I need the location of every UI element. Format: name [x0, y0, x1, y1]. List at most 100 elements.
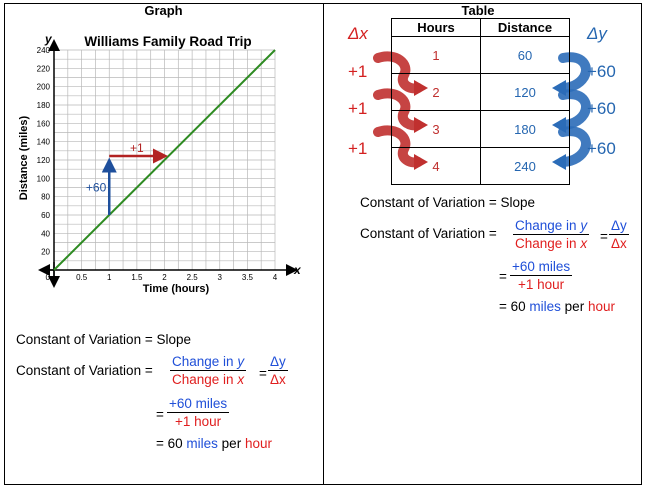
left-change-denominator: Change in x [170, 371, 246, 387]
y-tick-label: 240 [37, 46, 51, 55]
right-change-numerator: Change in y [513, 218, 590, 235]
y-tick-label: 80 [41, 193, 50, 202]
distance-cell: 120 [480, 73, 570, 111]
right-eq-line1: Constant of Variation = Slope [360, 195, 535, 210]
y-tick-label: 20 [41, 248, 50, 257]
y-tick-label: 180 [37, 101, 51, 110]
x-tick-label: 3.5 [242, 273, 254, 282]
y-tick-label: 120 [37, 156, 51, 165]
left-delta-fraction: Δy Δx [268, 354, 288, 387]
right-eq-line2-prefix: Constant of Variation = [360, 226, 497, 241]
right-value-fraction: +60 miles +1 hour [510, 259, 573, 292]
graph-header: Graph [144, 3, 183, 18]
hours-cell: 2 [391, 73, 481, 111]
hours-cell: 3 [391, 110, 481, 148]
y-step-label: +60 [587, 139, 616, 158]
origin-label: 0 [46, 273, 51, 282]
table-row: 1 60 [391, 36, 570, 74]
result-prefix: = 60 [499, 299, 530, 314]
left-delta-numerator: Δy [268, 354, 288, 371]
hours-cell: 4 [391, 147, 481, 185]
table-row: 3 180 [391, 110, 570, 148]
x-tick-label: 1 [107, 273, 112, 282]
change-in-text: Change in [515, 236, 581, 251]
col-distance: Distance [480, 18, 570, 37]
left-change-fraction: Change in y Change in x [170, 354, 247, 387]
right-eq-result: = 60 miles per hour [499, 299, 615, 314]
left-eq-equals: = [259, 366, 267, 381]
right-eq-equals: = [600, 229, 608, 244]
left-eq-result: = 60 miles per hour [156, 436, 272, 451]
result-hour: hour [587, 299, 615, 314]
distance-cell: 240 [480, 147, 570, 185]
x-tick-label: 1.5 [131, 273, 143, 282]
right-value-numerator: +60 miles [510, 259, 573, 276]
right-eq-equals-2: = [499, 269, 507, 284]
left-value-denominator: +1 hour [174, 414, 222, 429]
x-step-label: +1 [348, 62, 367, 81]
graph-title: Williams Family Road Trip [84, 34, 251, 49]
right-delta-denominator: Δx [611, 236, 627, 251]
col-hours: Hours [391, 18, 481, 37]
right-change-fraction: Change in y Change in x [513, 218, 590, 251]
delta-x-label: Δx [347, 24, 368, 43]
x-axis-letter: x [293, 263, 302, 277]
data-table: Hours Distance 1 60 2 120 3 180 4 240 [391, 18, 570, 185]
y-axis-label: Distance (miles) [18, 115, 30, 200]
run-label: +1 [130, 141, 144, 155]
x-tick-label: 4 [273, 273, 278, 282]
x-step-label: +1 [348, 99, 367, 118]
left-eq-line1: Constant of Variation = Slope [16, 332, 191, 347]
left-eq-equals-2: = [156, 407, 164, 422]
y-tick-label: 160 [37, 119, 51, 128]
change-in-text: Change in [515, 218, 581, 233]
var-y: y [580, 218, 588, 233]
result-hour: hour [244, 436, 272, 451]
x-tick-label: 2 [162, 273, 167, 282]
right-delta-numerator: Δy [609, 218, 629, 235]
x-axis-label: Time (hours) [143, 283, 210, 295]
result-per: per [560, 299, 588, 314]
y-axis-letter: y [44, 32, 53, 46]
y-tick-label: 60 [41, 211, 50, 220]
x-step-label: +1 [348, 139, 367, 158]
table-header-row: Hours Distance [391, 18, 570, 37]
var-x: x [237, 372, 245, 387]
y-tick-label: 200 [37, 83, 51, 92]
left-value-fraction: +60 miles +1 hour [167, 396, 230, 429]
y-tick-label: 40 [41, 229, 50, 238]
x-tick-label: 0.5 [76, 273, 88, 282]
right-delta-fraction: Δy Δx [609, 218, 629, 251]
change-in-text: Change in [172, 372, 238, 387]
y-step-label: +60 [587, 62, 616, 81]
tick-labels: 0.5 1 1.5 2 2.5 3 3.5 4 20 40 60 80 100 120 140 160 180 2… [37, 46, 278, 282]
y-tick-label: 220 [37, 64, 51, 73]
left-value-numerator: +60 miles [167, 396, 230, 413]
result-prefix: = 60 [156, 436, 187, 451]
var-y: y [237, 354, 245, 369]
change-in-text: Change in [172, 354, 238, 369]
x-tick-label: 3 [218, 273, 223, 282]
y-tick-label: 140 [37, 138, 51, 147]
rise-label: +60 [86, 181, 107, 195]
table-header: Table [461, 3, 495, 18]
var-x: x [580, 236, 588, 251]
distance-cell: 180 [480, 110, 570, 148]
result-miles: miles [529, 299, 561, 314]
y-tick-label: 100 [37, 174, 51, 183]
left-change-numerator: Change in y [170, 354, 247, 371]
table-row: 4 240 [391, 147, 570, 185]
panel-divider [323, 3, 324, 485]
hours-cell: 1 [391, 36, 481, 74]
y-step-label: +60 [587, 99, 616, 118]
distance-cell: 60 [480, 36, 570, 74]
left-delta-denominator: Δx [270, 372, 286, 387]
table-row: 2 120 [391, 73, 570, 111]
result-miles: miles [186, 436, 218, 451]
result-per: per [217, 436, 245, 451]
x-tick-label: 2.5 [187, 273, 199, 282]
right-value-denominator: +1 hour [517, 277, 565, 292]
left-eq-line2-prefix: Constant of Variation = [16, 363, 153, 378]
right-change-denominator: Change in x [513, 235, 589, 251]
delta-y-label: Δy [586, 24, 608, 43]
